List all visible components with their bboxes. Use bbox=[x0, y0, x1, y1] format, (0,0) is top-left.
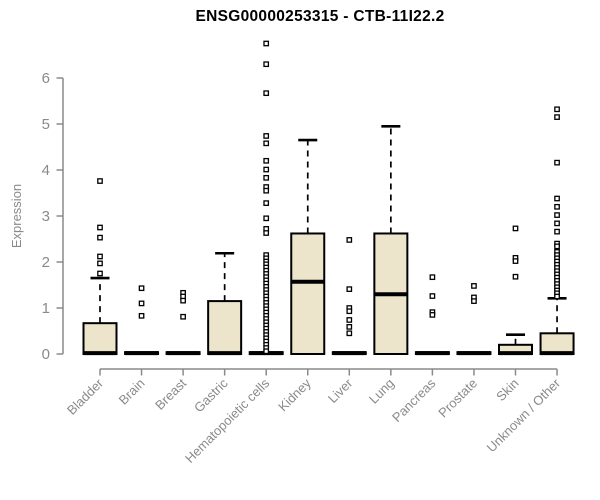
outlier-point bbox=[346, 317, 353, 323]
y-axis-tick-label: 3 bbox=[42, 208, 50, 225]
x-axis-category-label: Kidney bbox=[275, 375, 314, 414]
outlier-point bbox=[554, 114, 560, 120]
x-axis-category-label: Prostate bbox=[435, 376, 480, 421]
x-axis-category-label: Pancreas bbox=[389, 375, 439, 425]
outlier-point bbox=[180, 313, 186, 320]
x-axis-category-label: Liver bbox=[325, 375, 356, 406]
outlier-point bbox=[554, 228, 560, 235]
outlier-point bbox=[263, 40, 270, 47]
outlier-point bbox=[263, 348, 270, 355]
x-axis-category-label: Lung bbox=[366, 376, 397, 407]
x-axis-category-label: Brain bbox=[116, 376, 148, 408]
y-axis-tick-label: 6 bbox=[42, 70, 50, 87]
x-axis-category-label: Gastric bbox=[191, 375, 231, 415]
box-Bladder bbox=[82, 322, 118, 355]
y-axis-tick-label: 0 bbox=[42, 346, 50, 363]
y-axis-tick-label: 1 bbox=[42, 300, 50, 317]
outlier-point bbox=[263, 187, 270, 194]
x-axis-category-label: Breast bbox=[152, 375, 189, 412]
outlier-point bbox=[263, 140, 270, 147]
outlier-point bbox=[263, 157, 270, 164]
outlier-point bbox=[263, 230, 270, 236]
outlier-point bbox=[97, 270, 103, 277]
outlier-point bbox=[346, 237, 353, 243]
outlier-point bbox=[554, 212, 560, 218]
outlier-point bbox=[346, 324, 353, 330]
y-axis-tick-label: 4 bbox=[42, 162, 50, 179]
outlier-point bbox=[471, 283, 477, 289]
outlier-point bbox=[346, 330, 353, 337]
outlier-point bbox=[346, 286, 353, 292]
outlier-point bbox=[263, 166, 270, 173]
x-axis-category-label: Skin bbox=[493, 376, 521, 404]
outlier-point bbox=[554, 159, 560, 166]
outlier-point bbox=[512, 273, 519, 280]
outlier-point bbox=[138, 285, 145, 292]
y-axis-tick-label: 2 bbox=[42, 254, 50, 271]
outlier-point bbox=[263, 174, 270, 181]
chart-title: ENSG00000253315 - CTB-11I22.2 bbox=[195, 8, 445, 25]
outlier-point bbox=[554, 203, 560, 210]
outlier-point bbox=[263, 215, 270, 222]
outlier-point bbox=[97, 178, 103, 184]
x-axis-category-label: Unknown / Other bbox=[484, 375, 564, 455]
outlier-point bbox=[97, 234, 103, 241]
y-axis-tick-label: 5 bbox=[42, 116, 50, 133]
outlier-point bbox=[512, 258, 519, 264]
outlier-point bbox=[512, 225, 519, 232]
box-Kidney bbox=[290, 232, 326, 355]
box-Unknown / Other bbox=[539, 332, 575, 355]
outlier-point bbox=[429, 312, 436, 318]
outlier-point bbox=[346, 308, 353, 315]
outlier-point bbox=[471, 298, 477, 304]
x-axis-category-label: Bladder bbox=[64, 375, 107, 418]
outlier-point bbox=[97, 224, 103, 231]
outlier-point bbox=[138, 312, 145, 319]
outlier-point bbox=[138, 300, 145, 307]
outlier-point bbox=[429, 274, 436, 281]
box-Gastric bbox=[207, 300, 243, 356]
outlier-point bbox=[554, 243, 560, 250]
outlier-point bbox=[429, 293, 436, 299]
outlier-point bbox=[263, 61, 270, 68]
outlier-point bbox=[554, 195, 560, 202]
outlier-point bbox=[263, 90, 270, 97]
outlier-point bbox=[554, 220, 560, 227]
outlier-point bbox=[554, 293, 560, 300]
outlier-point bbox=[263, 133, 270, 139]
outlier-point bbox=[97, 260, 103, 267]
outlier-point bbox=[180, 297, 186, 304]
outlier-point bbox=[554, 106, 560, 113]
outlier-point bbox=[263, 200, 270, 206]
outlier-point bbox=[97, 253, 103, 260]
